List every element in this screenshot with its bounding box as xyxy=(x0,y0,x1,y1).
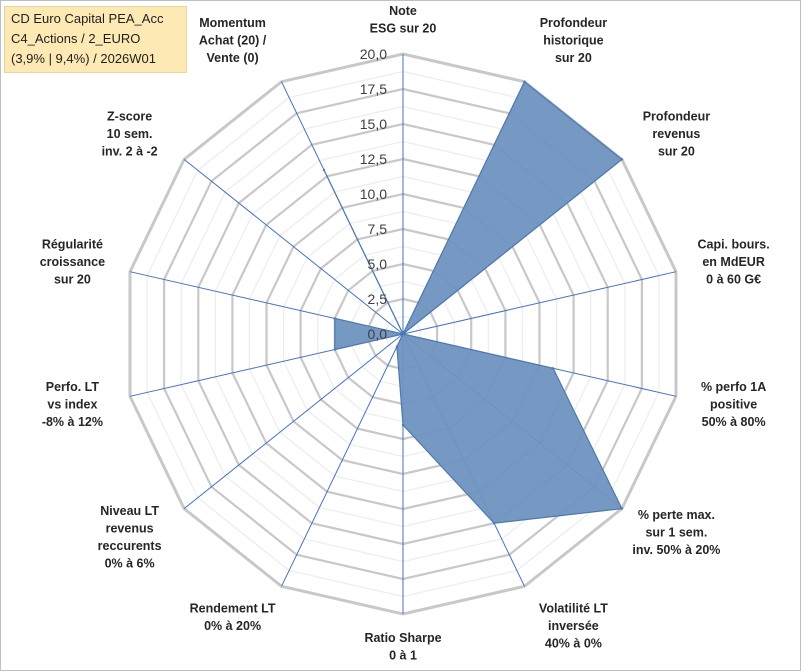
spoke-line xyxy=(402,271,677,335)
data-point xyxy=(333,348,336,351)
category-label: Perfo. LT vs index -8% à 12% xyxy=(42,380,103,429)
category-label: Volatilité LT inversée 40% à 0% xyxy=(539,602,608,651)
fund-name: CD Euro Capital PEA_Acc xyxy=(11,11,164,26)
tick-label: 2,5 xyxy=(368,291,388,307)
category-label: Profondeur historique sur 20 xyxy=(540,16,607,65)
radial-tick-labels: 0,0 2,5 5,0 7,5 10,0 12,5 15,0 17,5 20,0 xyxy=(360,46,387,342)
category-label-line: inv. 2 à -2 xyxy=(102,145,158,159)
tick-label: 7,5 xyxy=(368,221,388,237)
data-point xyxy=(551,367,555,370)
tick-label: 20,0 xyxy=(360,46,387,62)
category-label-line: ESG sur 20 xyxy=(370,22,437,36)
category-label-line: 0 à 60 G€ xyxy=(706,273,761,287)
category-label-line: Achat (20) / xyxy=(199,33,267,47)
category-label-line: inv. 50% à 20% xyxy=(632,543,720,557)
data-point xyxy=(333,317,336,320)
tick-label: 5,0 xyxy=(368,256,388,272)
tick-label: 10,0 xyxy=(360,186,387,202)
category-label: Ratio Sharpe 0 à 1 xyxy=(364,631,441,663)
data-point xyxy=(401,423,405,427)
data-point xyxy=(395,345,399,348)
category-label-line: positive xyxy=(710,397,757,411)
data-point xyxy=(401,332,405,336)
tick-label: 12,5 xyxy=(360,151,387,167)
category-label-line: Volatilité LT xyxy=(539,602,608,616)
category-label: Note ESG sur 20 xyxy=(370,4,437,36)
category-label-line: Capi. bours. xyxy=(697,238,769,252)
category-label-line: revenus xyxy=(652,127,700,141)
data-point xyxy=(523,80,526,83)
fund-info-box: CD Euro Capital PEA_Acc C4_Actions / 2_E… xyxy=(4,6,187,73)
category-label-line: Note xyxy=(389,4,417,18)
category-label-line: historique xyxy=(543,33,603,47)
category-label: % perte max. sur 1 sem. inv. 50% à 20% xyxy=(632,508,720,557)
category-label-line: 50% à 80% xyxy=(702,415,766,429)
spoke-line xyxy=(183,159,404,335)
category-label-line: Niveau LT xyxy=(100,504,159,518)
category-label-line: sur 20 xyxy=(658,145,695,159)
category-label-line: inversée xyxy=(548,619,599,633)
category-label-line: Ratio Sharpe xyxy=(364,631,441,645)
category-label-line: Rendement LT xyxy=(190,602,276,616)
category-label-line: % perfo 1A xyxy=(701,380,766,394)
category-label: Momentum Achat (20) / Vente (0) xyxy=(199,16,267,65)
category-label-line: Vente (0) xyxy=(207,51,259,65)
category-label-line: en MdEUR xyxy=(702,255,765,269)
category-label-line: Profondeur xyxy=(643,110,710,124)
category-label-line: Régularité xyxy=(42,238,103,252)
category-label-line: sur 1 sem. xyxy=(645,526,707,540)
data-point xyxy=(492,522,496,525)
category-label-line: 10 sem. xyxy=(107,127,153,141)
category-label: Régularité croissance sur 20 xyxy=(40,238,105,287)
fund-stats: (3,9% | 9,4%) / 2026W01 xyxy=(11,51,157,66)
radar-series xyxy=(322,80,624,525)
spoke-line xyxy=(183,333,404,509)
category-label-line: 0% à 20% xyxy=(204,619,261,633)
category-label-line: 0 à 1 xyxy=(389,649,417,663)
category-labels: Note ESG sur 20 Profondeur historique sur 20… xyxy=(40,4,770,663)
category-label-line: Perfo. LT xyxy=(46,380,100,394)
category-label: Capi. bours. en MdEUR 0 à 60 G€ xyxy=(697,238,769,287)
data-point xyxy=(620,158,624,161)
category-label-line: Momentum xyxy=(199,16,266,30)
data-point xyxy=(322,168,326,172)
category-label-line: reccurents xyxy=(98,539,162,553)
category-label-line: vs index xyxy=(47,397,97,411)
category-label: % perfo 1A positive 50% à 80% xyxy=(701,380,766,429)
spoke-line xyxy=(281,333,404,587)
category-label-line: 0% à 6% xyxy=(105,557,155,571)
category-label: Z-score 10 sem. inv. 2 à -2 xyxy=(102,110,158,159)
category-label-line: sur 20 xyxy=(54,273,91,287)
category-label-line: Z-score xyxy=(107,110,152,124)
tick-label: 0,0 xyxy=(368,326,388,342)
category-label: Rendement LT 0% à 20% xyxy=(190,602,276,634)
fund-category: C4_Actions / 2_EURO xyxy=(11,31,141,46)
category-label-line: sur 20 xyxy=(555,51,592,65)
category-label-line: croissance xyxy=(40,255,105,269)
category-label-line: % perte max. xyxy=(638,508,715,522)
tick-label: 17,5 xyxy=(360,81,387,97)
tick-label: 15,0 xyxy=(360,116,387,132)
category-label: Profondeur revenus sur 20 xyxy=(643,110,710,159)
category-label-line: Profondeur xyxy=(540,16,607,30)
category-label: Niveau LT revenus reccurents 0% à 6% xyxy=(98,504,162,571)
data-point xyxy=(620,507,624,510)
category-label-line: 40% à 0% xyxy=(545,637,602,651)
category-label-line: revenus xyxy=(106,522,154,536)
category-label-line: -8% à 12% xyxy=(42,415,103,429)
